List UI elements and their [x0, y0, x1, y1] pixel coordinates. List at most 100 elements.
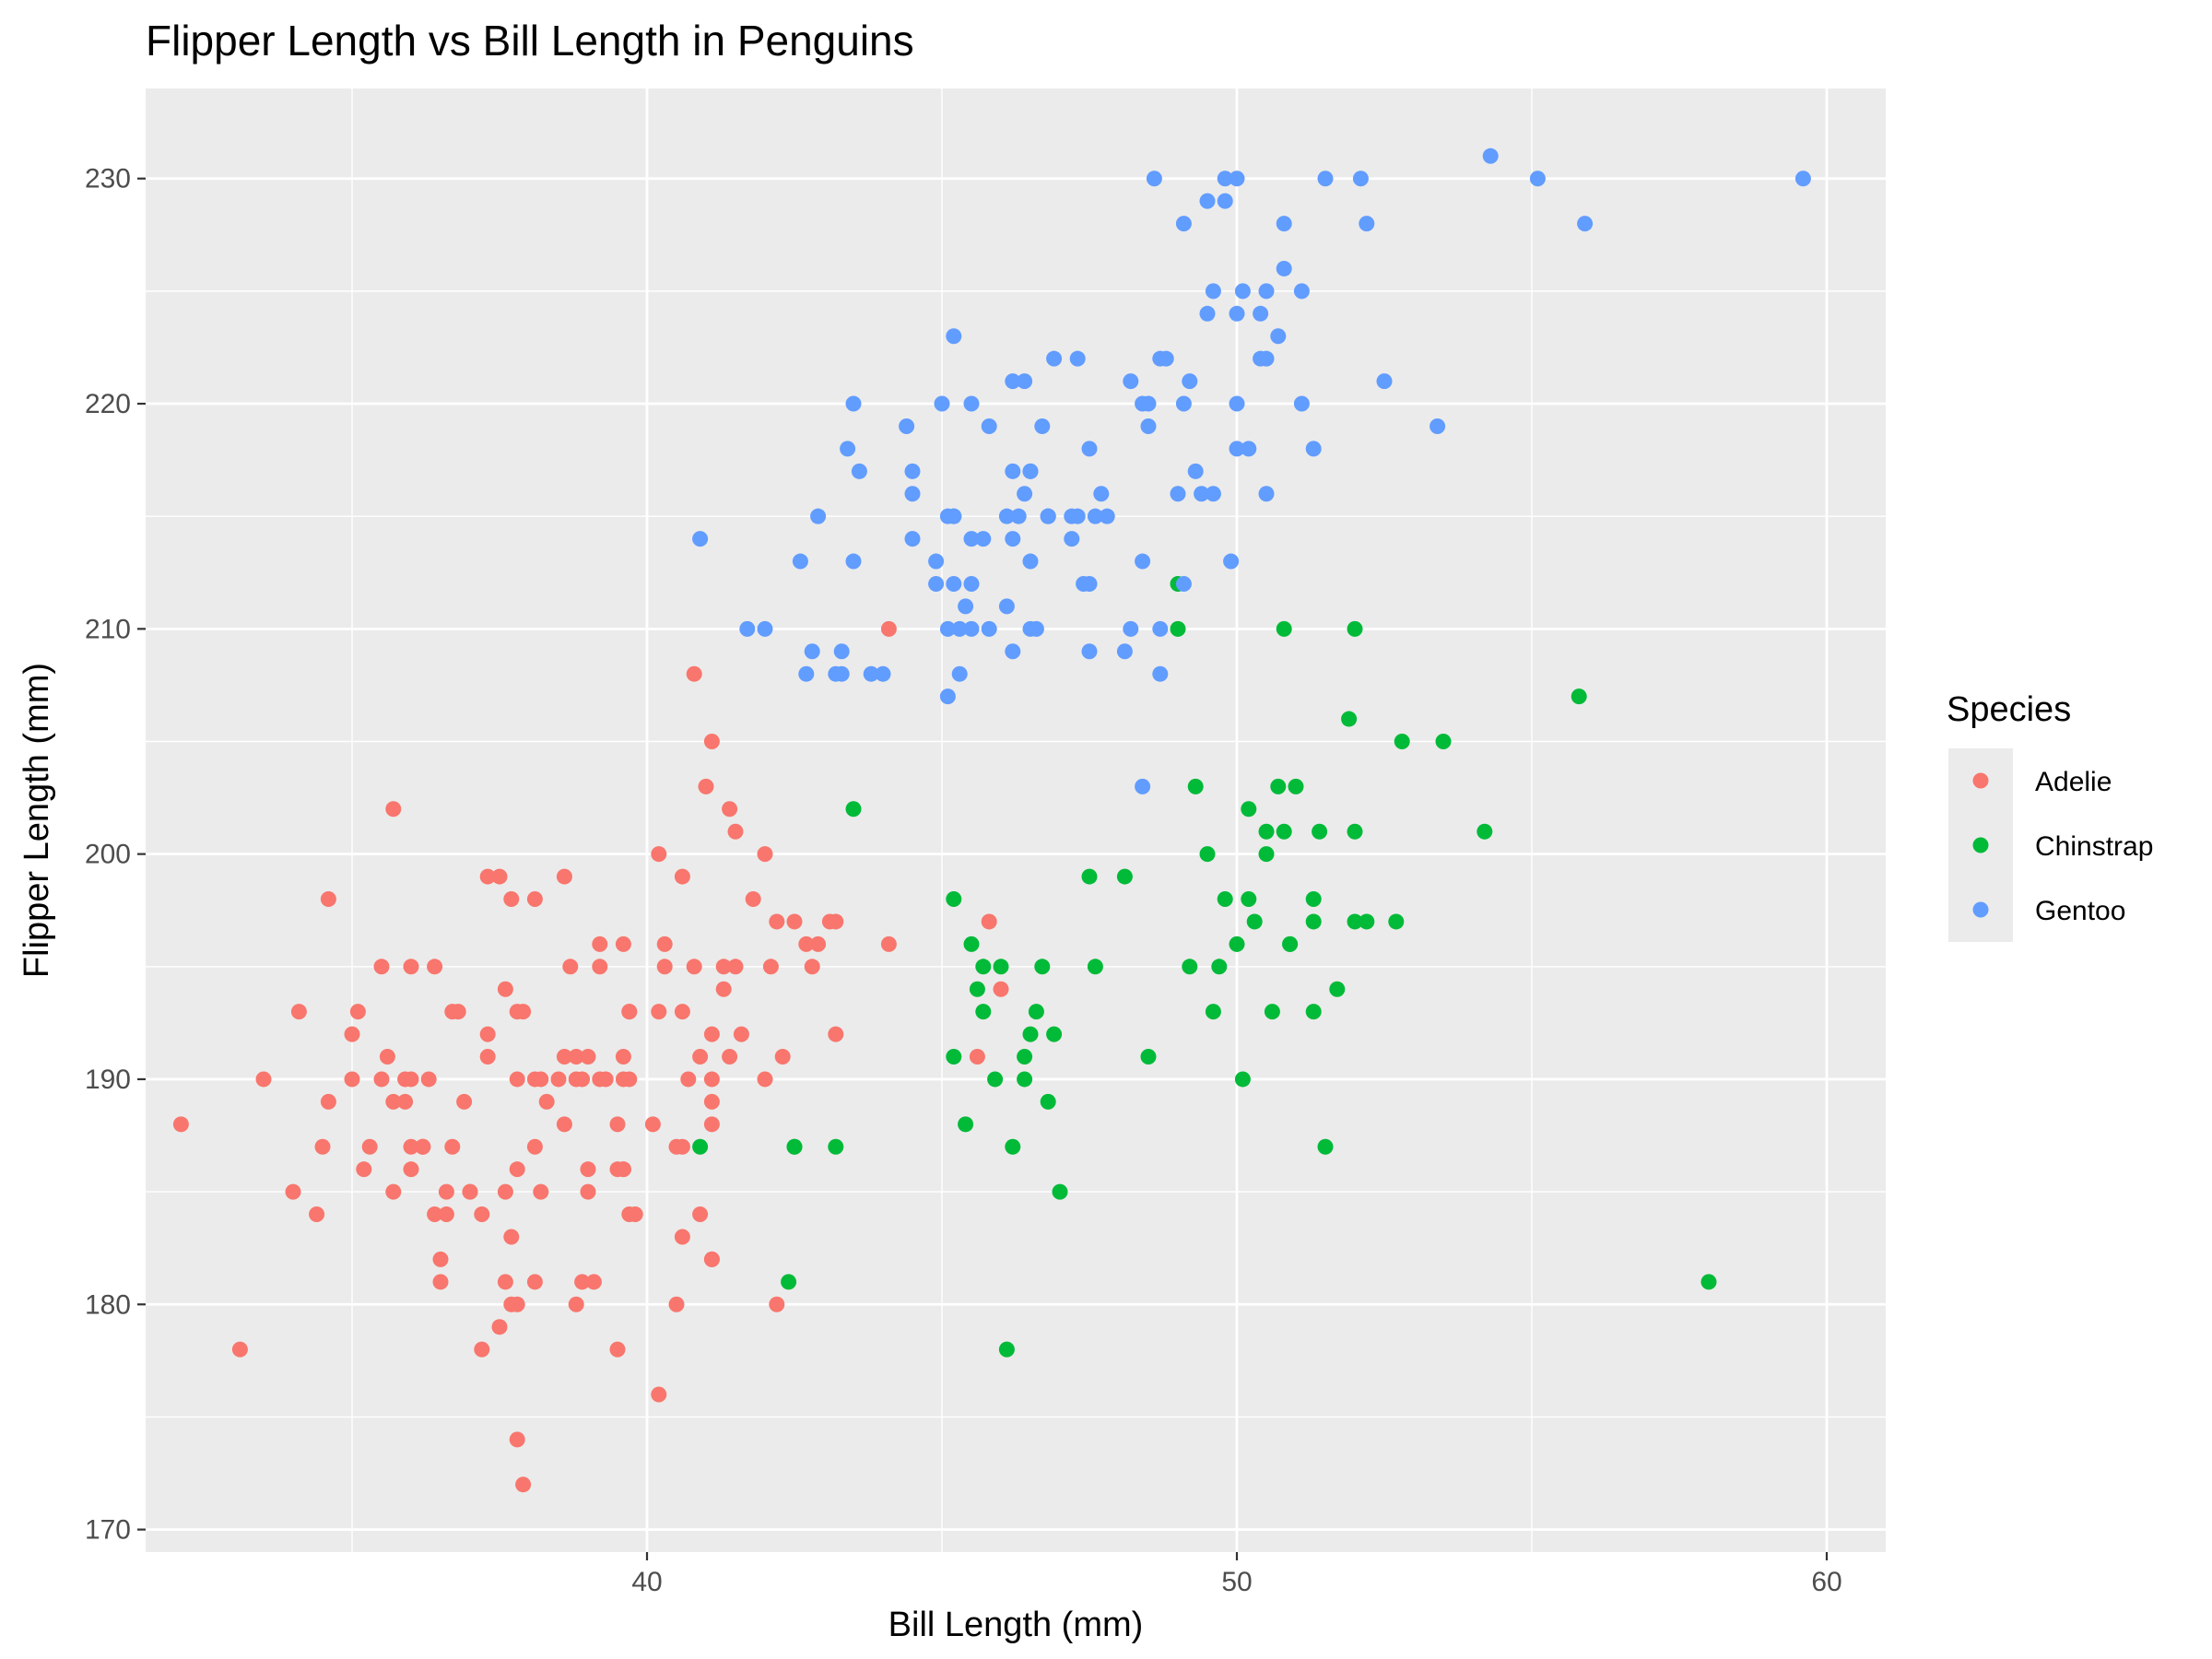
plot-panel	[146, 88, 1886, 1552]
data-point	[1359, 216, 1375, 232]
data-point	[1069, 508, 1086, 524]
data-point	[385, 1183, 402, 1200]
data-point	[415, 1138, 431, 1155]
data-point	[828, 1138, 844, 1155]
data-point	[1234, 1071, 1251, 1088]
x-tick-label: 40	[631, 1567, 662, 1597]
data-point	[798, 935, 815, 952]
data-point	[998, 508, 1015, 524]
data-point	[231, 1341, 248, 1358]
data-point	[538, 1093, 555, 1110]
data-point	[757, 846, 773, 863]
data-point	[1359, 913, 1375, 930]
data-point	[703, 1026, 720, 1042]
data-point	[255, 1071, 272, 1088]
data-point	[361, 1138, 378, 1155]
legend-label: Gentoo	[2035, 896, 2125, 926]
data-point	[1194, 486, 1210, 502]
data-point	[1276, 823, 1292, 840]
data-point	[692, 1049, 709, 1065]
y-tick-label: 180	[85, 1289, 131, 1320]
data-point	[403, 1138, 419, 1155]
data-point	[474, 1341, 490, 1358]
data-point	[615, 935, 631, 952]
data-point	[939, 688, 956, 705]
data-point	[1241, 441, 1257, 457]
data-point	[397, 1071, 414, 1088]
data-point	[963, 620, 980, 637]
data-point	[656, 935, 673, 952]
y-axis-title: Flipper Length (mm)	[18, 663, 56, 978]
data-point	[1170, 620, 1186, 637]
data-point	[1394, 733, 1410, 749]
data-point	[1305, 891, 1322, 908]
data-point	[969, 981, 985, 997]
data-point	[1229, 305, 1245, 322]
data-point	[1282, 935, 1299, 952]
data-point	[609, 1116, 626, 1133]
data-point	[1123, 620, 1139, 637]
data-point	[998, 1341, 1015, 1358]
data-point	[644, 1116, 661, 1133]
data-point	[946, 328, 962, 345]
data-point	[503, 891, 520, 908]
data-point	[462, 1183, 478, 1200]
x-tick-label: 50	[1221, 1567, 1252, 1597]
data-point	[621, 1206, 638, 1223]
data-point	[1276, 620, 1292, 637]
data-point	[403, 1161, 419, 1178]
data-point	[880, 935, 897, 952]
data-point	[1317, 1138, 1334, 1155]
data-point	[1305, 913, 1322, 930]
data-point	[574, 1071, 591, 1088]
data-point	[1317, 171, 1334, 187]
x-axis-title: Bill Length (mm)	[888, 1606, 1144, 1644]
data-point	[1034, 959, 1051, 975]
data-point	[403, 959, 419, 975]
data-point	[698, 778, 714, 794]
data-point	[987, 1071, 1004, 1088]
data-point	[1022, 553, 1039, 570]
data-point	[592, 935, 608, 952]
data-point	[674, 1004, 690, 1020]
data-point	[1170, 486, 1186, 502]
data-point	[798, 665, 815, 682]
data-point	[1305, 441, 1322, 457]
data-point	[804, 959, 820, 975]
legend-label: Chinstrap	[2035, 831, 2153, 862]
data-point	[1794, 171, 1811, 187]
data-point	[556, 868, 572, 885]
data-point	[509, 1071, 525, 1088]
data-point	[592, 1071, 608, 1088]
data-point	[580, 1049, 596, 1065]
data-point	[509, 1004, 525, 1020]
data-point	[1305, 1004, 1322, 1020]
data-point	[1005, 1138, 1021, 1155]
data-point	[651, 846, 667, 863]
legend-item-gentoo: Gentoo	[1948, 877, 2125, 942]
data-point	[1388, 913, 1405, 930]
data-point	[1229, 441, 1245, 457]
data-point	[1482, 147, 1499, 164]
data-point	[1258, 283, 1275, 300]
data-point	[592, 959, 608, 975]
data-point	[757, 620, 773, 637]
data-point	[562, 959, 579, 975]
data-point	[1182, 373, 1198, 390]
data-point	[975, 531, 992, 547]
data-point	[1175, 395, 1192, 412]
data-point	[810, 508, 827, 524]
data-point	[715, 959, 732, 975]
data-point	[1329, 981, 1346, 997]
data-point	[1005, 373, 1021, 390]
data-point	[946, 575, 962, 592]
data-point	[580, 1161, 596, 1178]
data-point	[621, 1004, 638, 1020]
data-point	[373, 1071, 390, 1088]
data-point	[1010, 508, 1027, 524]
data-point	[1312, 823, 1328, 840]
data-point	[1276, 260, 1292, 276]
data-point	[397, 1093, 414, 1110]
data-point	[1571, 688, 1587, 705]
data-point	[703, 1093, 720, 1110]
